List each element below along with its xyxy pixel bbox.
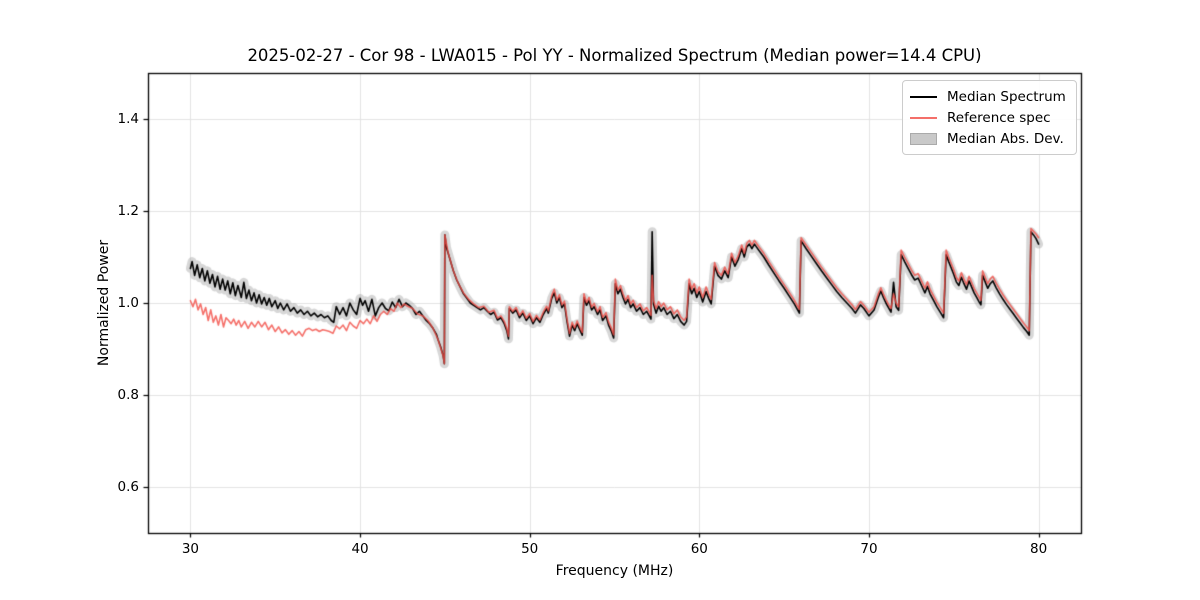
legend-item-median-spectrum: Median Spectrum [910,86,1068,107]
x-tick-label: 50 [521,541,539,557]
x-axis-label: Frequency (MHz) [555,563,674,579]
legend-label: Median Abs. Dev. [947,130,1064,147]
median-spectrum-line-swatch [910,95,937,98]
x-tick-label: 40 [351,541,369,557]
y-tick-label: 0.8 [117,387,139,403]
y-tick-label: 1.4 [117,111,139,127]
legend-label: Reference spec [947,109,1051,126]
x-tick-label: 30 [181,541,199,557]
chart-title: 2025-02-27 - Cor 98 - LWA015 - Pol YY - … [247,46,982,65]
reference-spec-line-swatch [910,116,937,119]
legend: Median Spectrum Reference spec Median Ab… [902,80,1077,155]
legend-item-reference-spec: Reference spec [910,107,1068,128]
y-tick-label: 1.2 [117,203,139,219]
legend-label: Median Spectrum [947,88,1066,105]
x-tick-label: 60 [690,541,708,557]
median-abs-dev-patch-swatch [910,132,937,145]
x-tick-label: 80 [1029,541,1048,557]
y-tick-label: 1.0 [117,295,139,311]
legend-item-median-abs-dev: Median Abs. Dev. [910,128,1068,149]
y-tick-label: 0.6 [117,479,139,495]
x-tick-label: 70 [860,541,878,557]
